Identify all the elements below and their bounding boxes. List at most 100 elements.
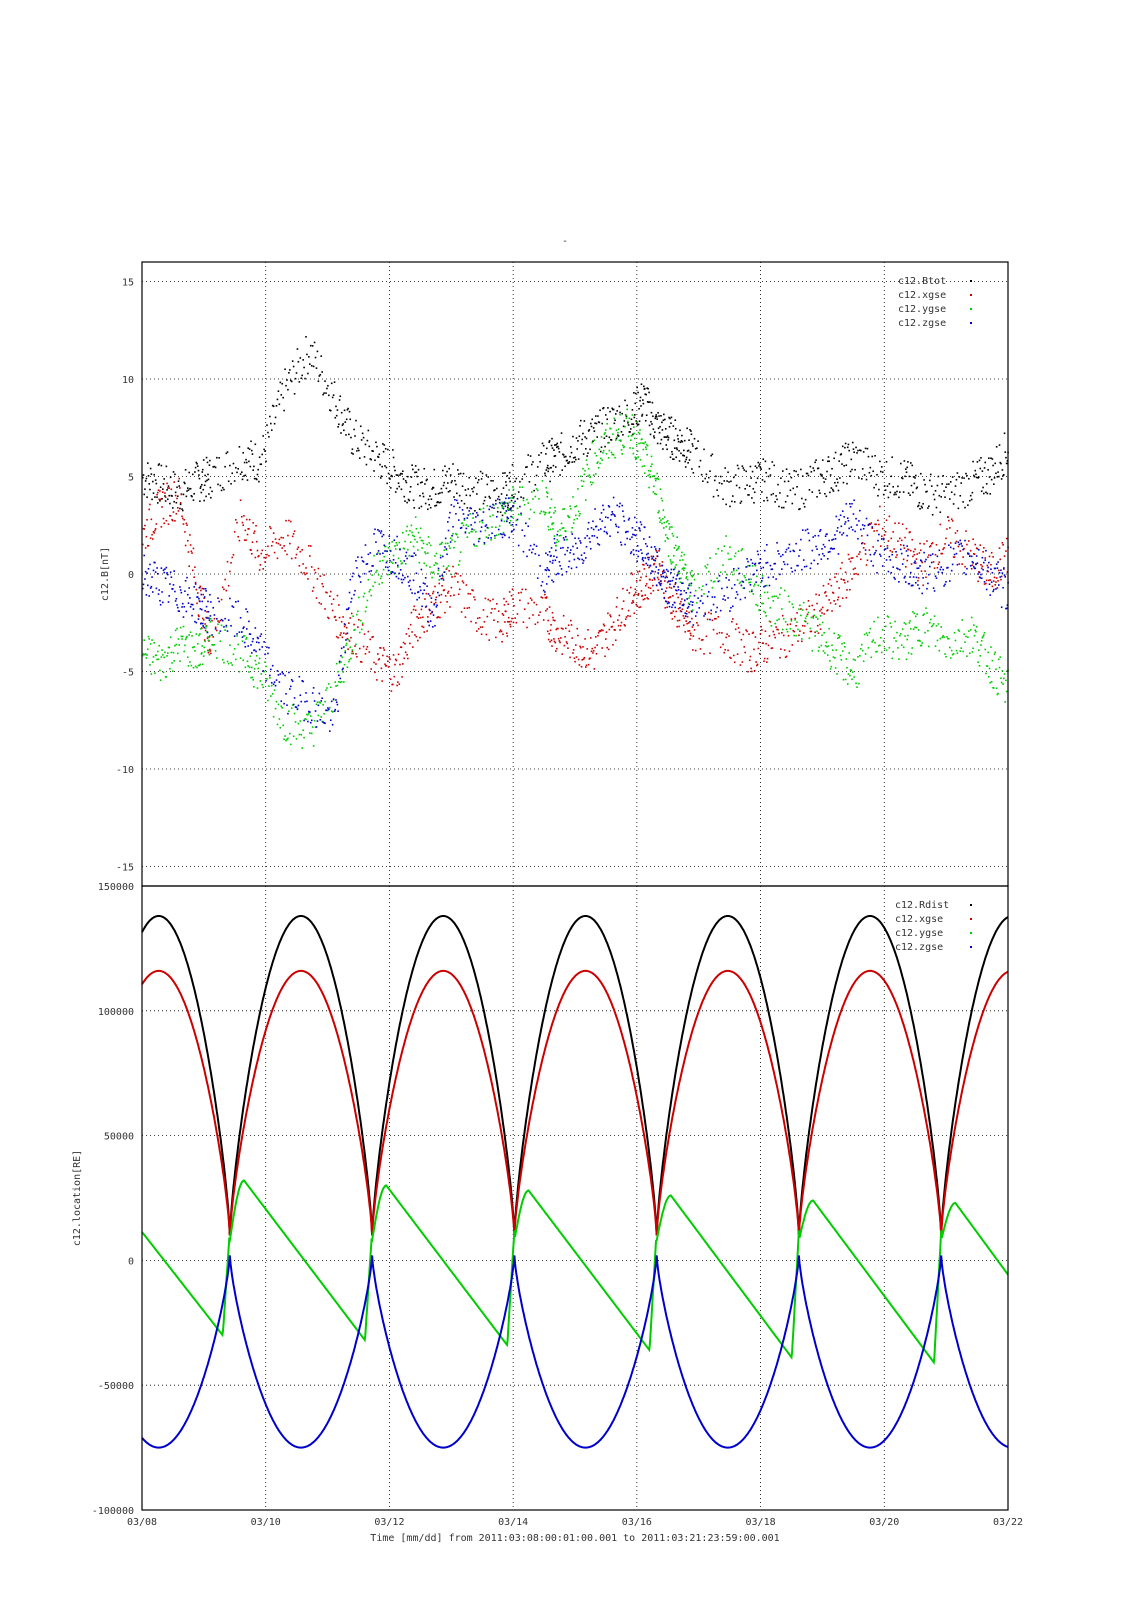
data-point <box>358 576 361 578</box>
data-point <box>798 508 800 511</box>
data-point <box>269 415 271 418</box>
data-point <box>630 572 633 574</box>
data-point <box>314 726 317 729</box>
data-point <box>369 458 372 460</box>
data-point <box>997 471 999 473</box>
data-point <box>756 569 758 572</box>
data-point <box>257 468 259 471</box>
data-point <box>196 462 198 465</box>
data-point <box>750 578 752 581</box>
data-point <box>990 581 993 583</box>
data-point <box>477 540 480 543</box>
data-point <box>795 624 797 627</box>
data-point <box>826 460 829 463</box>
data-point <box>199 663 202 666</box>
data-point <box>705 583 708 586</box>
data-point <box>352 572 354 575</box>
data-point <box>752 631 755 634</box>
data-point <box>372 565 374 567</box>
data-point <box>607 516 609 519</box>
data-point <box>923 551 925 554</box>
data-point <box>152 569 155 572</box>
data-point <box>907 492 910 494</box>
data-point <box>696 447 698 449</box>
data-point <box>503 502 506 505</box>
data-point <box>682 615 685 617</box>
data-point <box>432 571 435 573</box>
data-point <box>215 629 218 632</box>
data-point <box>998 444 1001 446</box>
data-point <box>483 543 486 545</box>
y-tick-label: 50000 <box>104 1132 134 1143</box>
data-point <box>582 658 585 660</box>
data-point <box>972 460 974 463</box>
data-point <box>425 564 428 567</box>
data-point <box>422 495 425 498</box>
data-point <box>515 523 518 526</box>
data-point <box>636 450 639 453</box>
data-point <box>275 679 278 681</box>
data-point <box>989 493 992 495</box>
data-point <box>465 494 468 497</box>
data-point <box>175 597 178 600</box>
data-point <box>277 674 280 676</box>
data-point <box>172 471 175 473</box>
data-point <box>210 617 212 620</box>
data-point <box>673 458 675 461</box>
data-point <box>748 564 751 567</box>
data-point <box>570 624 573 626</box>
data-point <box>572 457 575 459</box>
data-point <box>142 543 144 546</box>
data-point <box>627 435 630 438</box>
data-point <box>254 443 257 446</box>
data-point <box>897 540 899 542</box>
data-point <box>650 555 653 558</box>
data-point <box>358 596 360 599</box>
data-point <box>560 534 562 537</box>
data-point <box>573 558 576 561</box>
data-point <box>158 463 161 465</box>
data-point <box>770 568 773 571</box>
data-point <box>742 633 745 636</box>
data-point <box>735 623 738 625</box>
data-point <box>356 613 358 616</box>
legend-entry: c12.xgse <box>895 914 943 925</box>
data-point <box>808 489 811 491</box>
data-point <box>283 409 285 412</box>
data-point <box>619 541 622 544</box>
data-point <box>940 496 943 498</box>
data-point <box>236 521 238 524</box>
data-point <box>769 607 772 609</box>
data-point <box>738 486 741 489</box>
data-point <box>604 414 607 416</box>
data-point <box>911 464 914 467</box>
data-point <box>792 606 795 609</box>
data-point <box>546 496 549 498</box>
data-point <box>751 497 753 499</box>
data-point <box>263 670 265 673</box>
data-point <box>499 629 502 631</box>
data-point <box>567 462 570 465</box>
data-point <box>389 478 391 480</box>
data-point <box>883 548 886 551</box>
data-point <box>218 457 220 459</box>
data-point <box>748 581 750 584</box>
data-point <box>628 592 631 594</box>
data-point <box>525 588 527 591</box>
data-point <box>395 542 398 544</box>
data-point <box>348 622 350 624</box>
data-point <box>954 485 957 487</box>
data-point <box>355 653 357 655</box>
data-point <box>891 657 894 660</box>
data-point <box>492 480 494 482</box>
data-point <box>681 568 684 570</box>
data-point <box>663 527 665 529</box>
data-point <box>645 562 648 565</box>
data-point <box>523 608 526 611</box>
data-point <box>849 588 851 591</box>
data-point <box>923 543 925 545</box>
data-point <box>449 606 451 608</box>
data-point <box>385 664 388 667</box>
data-point <box>395 575 398 578</box>
data-point <box>190 603 193 606</box>
